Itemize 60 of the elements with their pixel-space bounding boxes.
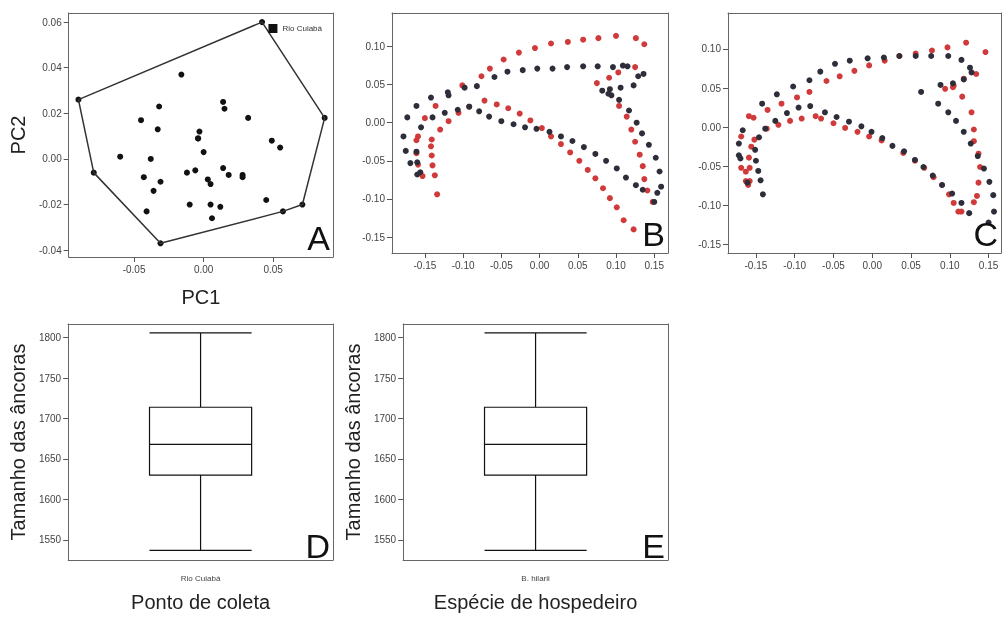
y-axis-title: PC2 bbox=[7, 115, 29, 155]
y-tick-label: 0.04 bbox=[42, 62, 63, 74]
y-tick-label: 1650 bbox=[373, 453, 397, 465]
y-tick-label: 1750 bbox=[38, 372, 62, 384]
y-tick-label: 1700 bbox=[38, 413, 62, 425]
x-tick-label: 0.15 bbox=[644, 259, 665, 271]
y-tick-label: 1600 bbox=[38, 493, 62, 505]
y-tick-label: 1800 bbox=[38, 332, 62, 344]
x-axis-title: Ponto de coleta bbox=[131, 591, 271, 613]
y-tick-label: -0.02 bbox=[38, 199, 63, 211]
y-tick-label: 0.00 bbox=[42, 153, 63, 165]
y-tick-label: 0.00 bbox=[365, 117, 386, 129]
x-tick-label: 0.10 bbox=[606, 259, 627, 271]
x-tick-label: 0.00 bbox=[862, 259, 883, 271]
x-tick-label: 0.10 bbox=[940, 259, 960, 271]
annotation: B bbox=[642, 215, 665, 253]
annotation: E bbox=[642, 527, 665, 565]
y-tick-label: 0.05 bbox=[701, 82, 722, 94]
y-tick-label: 0.05 bbox=[365, 79, 386, 91]
x-axis-title: Espécie de hospedeiro bbox=[433, 591, 638, 613]
x-tick-label: -0.10 bbox=[783, 259, 807, 271]
annotation: D bbox=[305, 527, 330, 565]
y-tick-label: 1550 bbox=[373, 534, 397, 546]
x-tick-label: -0.10 bbox=[451, 259, 475, 271]
y-tick-label: 1650 bbox=[38, 453, 62, 465]
y-tick-label: -0.10 bbox=[362, 193, 386, 205]
y-tick-label: -0.04 bbox=[38, 244, 63, 256]
y-tick-label: 1600 bbox=[373, 493, 397, 505]
y-tick-label: 0.06 bbox=[42, 16, 63, 28]
x-tick-label: B. hilarii bbox=[521, 573, 551, 583]
annotation: C bbox=[973, 215, 998, 253]
y-tick-label: 0.10 bbox=[701, 43, 722, 55]
y-axis-title: Tamanho das âncoras bbox=[342, 343, 364, 541]
x-axis-title: PC1 bbox=[181, 286, 221, 308]
y-tick-label: -0.10 bbox=[698, 199, 722, 211]
y-tick-label: 0.02 bbox=[42, 107, 63, 119]
x-tick-label: -0.15 bbox=[744, 259, 768, 271]
x-tick-label: -0.05 bbox=[489, 259, 514, 271]
y-tick-label: 1800 bbox=[373, 332, 397, 344]
legend-label: Rio Cuiabá bbox=[282, 24, 323, 33]
y-tick-label: -0.05 bbox=[362, 155, 386, 167]
x-tick-label: 0.05 bbox=[568, 259, 588, 271]
x-tick-label: -0.05 bbox=[122, 263, 146, 275]
x-tick-label: 0.05 bbox=[263, 263, 284, 275]
y-tick-label: 0.00 bbox=[701, 121, 722, 133]
x-tick-label: 0.00 bbox=[193, 263, 214, 275]
x-tick-label: 0.05 bbox=[901, 259, 922, 271]
y-tick-label: -0.05 bbox=[698, 160, 722, 172]
x-tick-label: 0.15 bbox=[978, 259, 999, 271]
y-tick-label: 1550 bbox=[38, 534, 62, 546]
x-tick-label: -0.15 bbox=[413, 259, 437, 271]
y-tick-label: -0.15 bbox=[362, 231, 386, 243]
x-tick-label: -0.05 bbox=[822, 259, 846, 271]
x-tick-label: 0.00 bbox=[529, 259, 550, 271]
y-tick-label: 1700 bbox=[373, 413, 397, 425]
y-tick-label: 0.10 bbox=[365, 41, 386, 53]
y-tick-label: -0.15 bbox=[698, 238, 722, 250]
annotation: A bbox=[307, 219, 331, 257]
y-tick-label: 1750 bbox=[373, 372, 397, 384]
y-axis-title: Tamanho das âncoras bbox=[7, 343, 29, 541]
